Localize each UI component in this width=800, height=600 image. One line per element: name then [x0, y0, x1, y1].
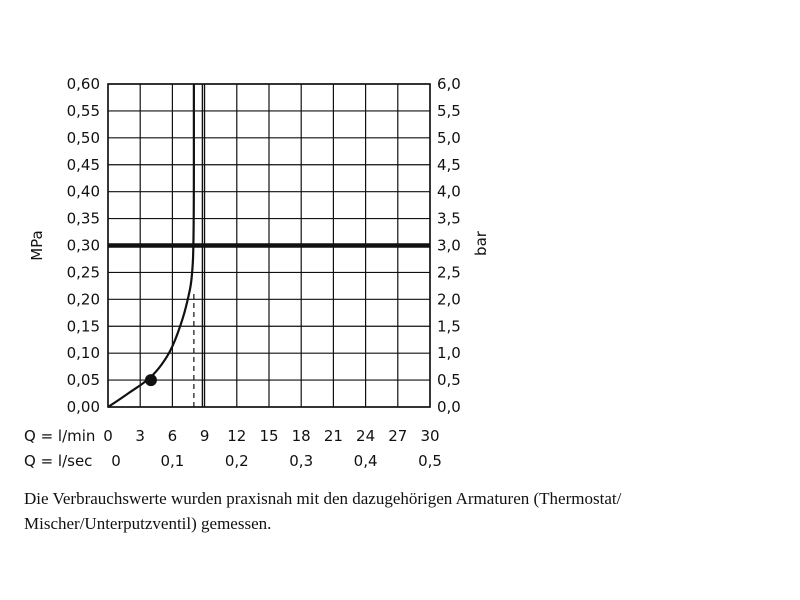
x-lsec-tick-label: 0,5 [418, 452, 442, 470]
x-lsec-axis-label: Q = l/sec [24, 452, 92, 470]
y-left-tick-label: 0,35 [67, 210, 100, 228]
x-lsec-tick-label: 0,1 [160, 452, 184, 470]
y-left-tick-label: 0,10 [67, 344, 100, 362]
operating-point-marker [144, 374, 157, 387]
x-lsec-tick-label: 0,3 [289, 452, 313, 470]
y-left-tick-label: 0,25 [67, 263, 100, 281]
pressure-flow-curve [107, 84, 195, 408]
y-left-tick-label: 0,60 [67, 75, 100, 93]
y-left-tick-label: 0,00 [67, 398, 100, 416]
y-left-axis-label: MPa [28, 230, 46, 261]
x-lmin-tick-label: 3 [135, 427, 145, 445]
y-left-tick-label: 0,15 [67, 317, 100, 335]
y-left-tick-label: 0,40 [67, 183, 100, 201]
y-right-tick-label: 4,0 [437, 183, 461, 201]
y-right-tick-label: 1,0 [437, 344, 461, 362]
x-lmin-tick-label: 24 [356, 427, 375, 445]
y-left-tick-label: 0,45 [67, 156, 100, 174]
y-right-axis-label: bar [472, 230, 490, 256]
x-lmin-tick-label: 0 [103, 427, 113, 445]
x-lmin-tick-label: 9 [200, 427, 210, 445]
x-lmin-tick-label: 27 [388, 427, 407, 445]
pressure-flow-chart: 0,000,050,100,150,200,250,300,350,400,45… [24, 75, 490, 470]
y-right-tick-label: 0,0 [437, 398, 461, 416]
y-right-tick-label: 3,5 [437, 210, 461, 228]
y-left-tick-label: 0,05 [67, 371, 100, 389]
x-lsec-tick-label: 0,4 [354, 452, 378, 470]
y-right-tick-label: 1,5 [437, 317, 461, 335]
x-lmin-tick-label: 18 [292, 427, 311, 445]
y-right-tick-label: 5,0 [437, 129, 461, 147]
y-left-tick-label: 0,50 [67, 129, 100, 147]
chart-caption: Die Verbrauchswerte wurden praxisnah mit… [24, 489, 622, 533]
x-lsec-tick-label: 0,2 [225, 452, 249, 470]
x-lmin-axis-label: Q = l/min [24, 427, 95, 445]
y-right-tick-label: 2,0 [437, 290, 461, 308]
y-right-tick-label: 3,0 [437, 237, 461, 255]
x-lsec-tick-label: 0 [111, 452, 121, 470]
y-left-tick-label: 0,30 [67, 237, 100, 255]
y-right-tick-label: 2,5 [437, 263, 461, 281]
y-right-tick-label: 4,5 [437, 156, 461, 174]
x-lmin-tick-label: 21 [324, 427, 343, 445]
x-lmin-tick-label: 6 [168, 427, 178, 445]
y-left-tick-label: 0,55 [67, 102, 100, 120]
y-right-tick-label: 0,5 [437, 371, 461, 389]
x-lmin-tick-label: 30 [420, 427, 439, 445]
y-right-tick-label: 6,0 [437, 75, 461, 93]
x-lmin-tick-label: 15 [259, 427, 278, 445]
y-right-tick-label: 5,5 [437, 102, 461, 120]
x-lmin-tick-label: 12 [227, 427, 246, 445]
y-left-tick-label: 0,20 [67, 290, 100, 308]
